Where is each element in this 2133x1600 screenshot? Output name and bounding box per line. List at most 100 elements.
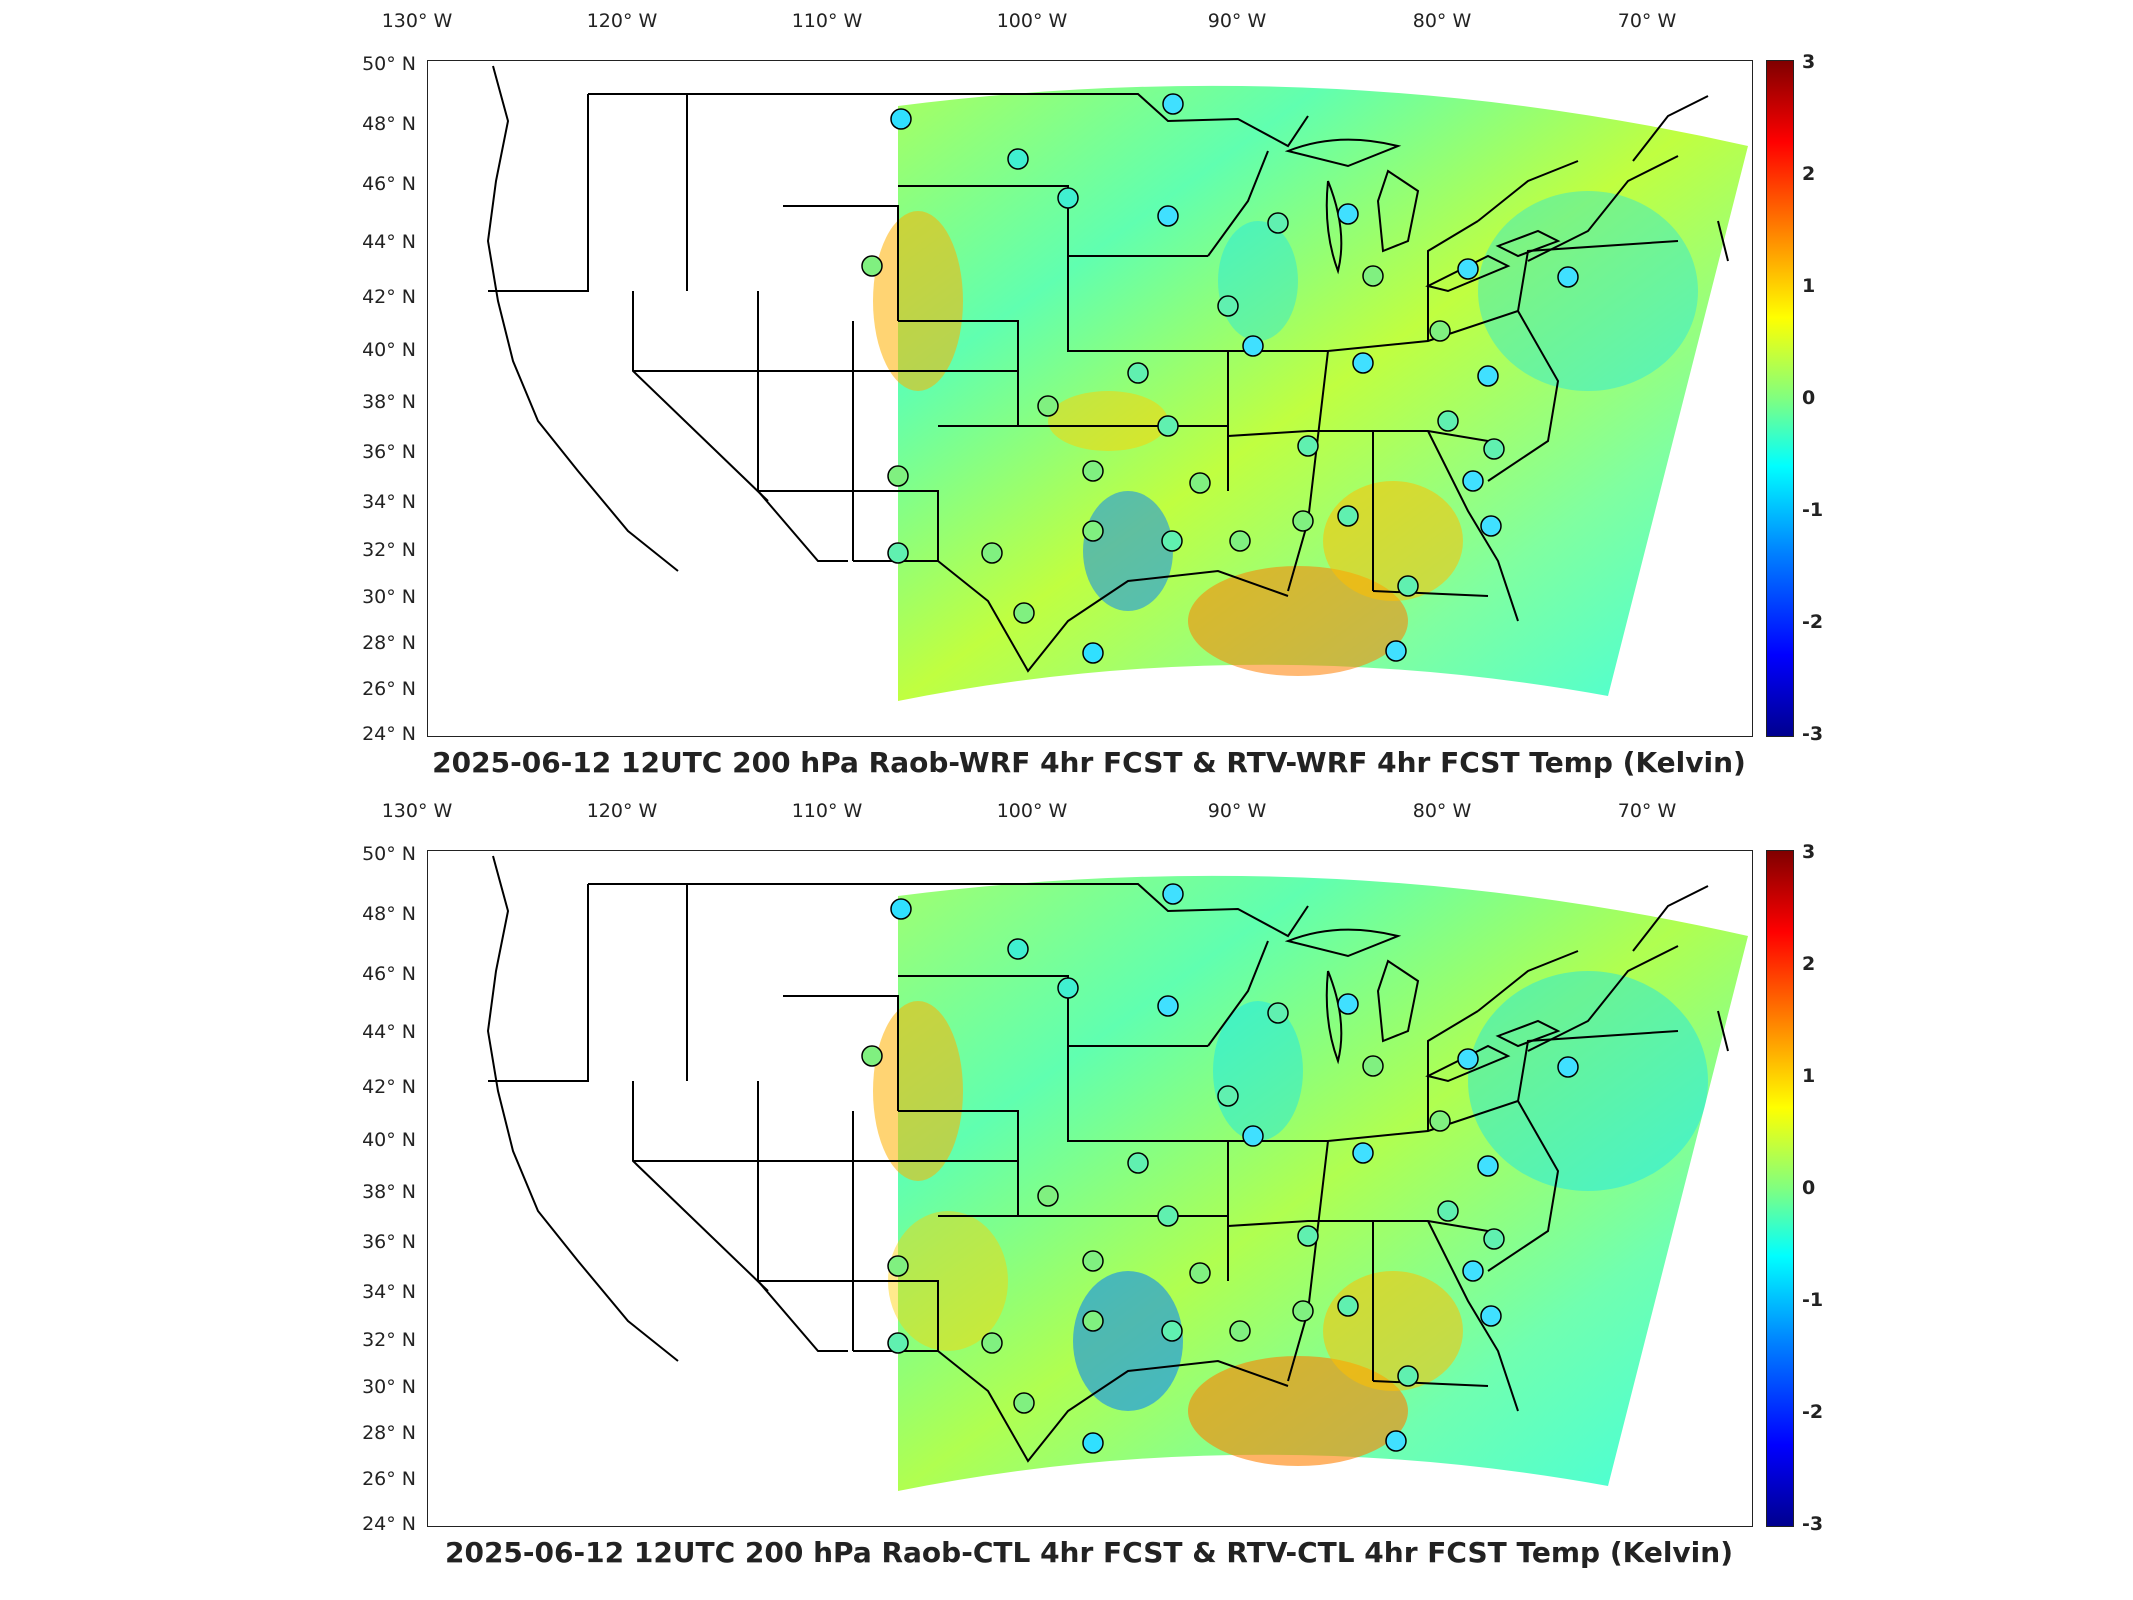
station-marker: [1157, 415, 1179, 437]
station-marker: [1352, 1142, 1374, 1164]
station-marker: [887, 1332, 909, 1354]
station-marker: [1457, 1048, 1479, 1070]
station-marker: [1429, 1110, 1451, 1132]
station-marker: [1157, 205, 1179, 227]
map-plot-area: [427, 60, 1753, 737]
station-marker: [1161, 530, 1183, 552]
station-marker: [1462, 1260, 1484, 1282]
colorbar-tick: -1: [1802, 499, 1824, 521]
colorbar-tick: -3: [1802, 723, 1824, 745]
lon-tick: 70° W: [1617, 10, 1677, 32]
station-marker: [1057, 977, 1079, 999]
station-marker: [861, 1045, 883, 1067]
map-panel-top: 130° W 120° W 110° W 100° W 90° W 80° W …: [0, 0, 2133, 790]
lat-tick: 42° N: [362, 1076, 416, 1098]
lat-tick: 26° N: [362, 678, 416, 700]
colorbar-tick: 1: [1802, 1065, 1816, 1087]
station-marker: [1057, 187, 1079, 209]
cool-anomaly: [1073, 1271, 1183, 1411]
station-marker: [981, 542, 1003, 564]
station-marker: [1267, 1002, 1289, 1024]
map-title: 2025-06-12 12UTC 200 hPa Raob-CTL 4hr FC…: [444, 1536, 1733, 1569]
lat-tick: 48° N: [362, 113, 416, 135]
map-panel-bottom: 130° W 120° W 110° W 100° W 90° W 80° W …: [0, 790, 2133, 1580]
lat-tick: 30° N: [362, 586, 416, 608]
station-marker: [1242, 1125, 1264, 1147]
lat-tick: 24° N: [362, 723, 416, 745]
lat-tick: 28° N: [362, 1422, 416, 1444]
station-marker: [1189, 472, 1211, 494]
station-marker: [1337, 203, 1359, 225]
lat-tick: 38° N: [362, 391, 416, 413]
lon-tick: 130° W: [381, 800, 453, 822]
station-marker: [1557, 1056, 1579, 1078]
lat-tick: 34° N: [362, 1281, 416, 1303]
lat-tick: 50° N: [362, 53, 416, 75]
station-marker: [1162, 93, 1184, 115]
station-marker: [887, 465, 909, 487]
station-marker: [890, 108, 912, 130]
station-marker: [1082, 1250, 1104, 1272]
lat-tick: 24° N: [362, 1513, 416, 1535]
station-marker: [1127, 1152, 1149, 1174]
lat-tick: 44° N: [362, 231, 416, 253]
station-marker: [1337, 1295, 1359, 1317]
lat-tick: 40° N: [362, 1129, 416, 1151]
lat-tick: 30° N: [362, 1376, 416, 1398]
station-marker: [1385, 1430, 1407, 1452]
station-marker: [1337, 993, 1359, 1015]
colorbar: [1766, 60, 1794, 737]
colorbar-tick: 2: [1802, 163, 1816, 185]
station-marker: [1483, 438, 1505, 460]
lat-tick: 36° N: [362, 1231, 416, 1253]
station-marker: [1037, 1185, 1059, 1207]
lon-tick: 80° W: [1412, 800, 1472, 822]
station-marker: [1229, 530, 1251, 552]
station-marker: [1082, 520, 1104, 542]
station-marker: [1162, 883, 1184, 905]
map-plot-area: [427, 850, 1753, 1527]
station-marker: [1397, 1365, 1419, 1387]
station-marker: [887, 1255, 909, 1277]
station-marker: [1037, 395, 1059, 417]
raob-stations: [861, 93, 1579, 664]
cool-anomaly: [1213, 1001, 1303, 1141]
colorbar: [1766, 850, 1794, 1527]
colorbar-tick: 3: [1802, 51, 1816, 73]
map-title: 2025-06-12 12UTC 200 hPa Raob-WRF 4hr FC…: [432, 746, 1746, 779]
station-marker: [1297, 435, 1319, 457]
warm-anomaly: [1323, 481, 1463, 601]
lat-tick: 50° N: [362, 843, 416, 865]
station-marker: [1242, 335, 1264, 357]
colorbar-tick: -1: [1802, 1289, 1824, 1311]
station-marker: [1397, 575, 1419, 597]
raob-stations: [861, 883, 1579, 1454]
station-marker: [1480, 1305, 1502, 1327]
station-marker: [1217, 295, 1239, 317]
colorbar-tick: -2: [1802, 611, 1824, 633]
lon-tick: 100° W: [996, 10, 1068, 32]
lat-tick: 32° N: [362, 1329, 416, 1351]
station-marker: [1483, 1228, 1505, 1250]
station-marker: [1013, 602, 1035, 624]
station-marker: [1437, 1200, 1459, 1222]
lat-tick: 28° N: [362, 632, 416, 654]
cool-anomaly: [1083, 491, 1173, 611]
station-marker: [1385, 640, 1407, 662]
station-marker: [1457, 258, 1479, 280]
station-marker: [1007, 148, 1029, 170]
warm-anomaly: [1188, 566, 1408, 676]
station-marker: [1217, 1085, 1239, 1107]
colorbar-tick: 0: [1802, 1177, 1816, 1199]
station-marker: [1362, 1055, 1384, 1077]
lat-tick: 34° N: [362, 491, 416, 513]
station-marker: [1477, 1155, 1499, 1177]
lon-tick: 90° W: [1207, 10, 1267, 32]
station-marker: [1007, 938, 1029, 960]
station-marker: [1157, 995, 1179, 1017]
station-marker: [1480, 515, 1502, 537]
lon-tick: 100° W: [996, 800, 1068, 822]
lat-tick: 40° N: [362, 339, 416, 361]
lat-tick: 46° N: [362, 963, 416, 985]
lat-tick: 36° N: [362, 441, 416, 463]
